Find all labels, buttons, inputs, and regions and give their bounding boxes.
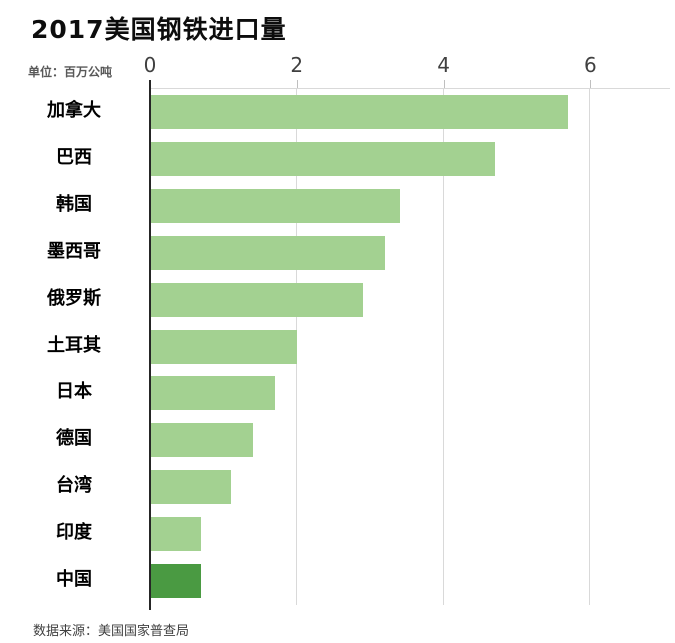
category-label-5: 土耳其 (47, 334, 101, 356)
x-tick-label-6: 6 (584, 53, 597, 77)
bar-6 (150, 376, 275, 411)
bar-3 (150, 235, 385, 270)
x-tick-label-2: 2 (290, 53, 304, 77)
x-tick-label-4: 4 (437, 53, 450, 77)
category-label-0: 加拿大 (47, 100, 101, 121)
bar-5 (150, 329, 297, 364)
category-label-1: 巴西 (56, 146, 92, 168)
category-label-6: 日本 (56, 381, 92, 403)
x-axis-tick-6 (590, 80, 592, 89)
bar-8 (150, 470, 231, 505)
category-label-9: 印度 (56, 522, 92, 544)
category-label-4: 俄罗斯 (47, 287, 101, 309)
bar-10 (150, 564, 202, 598)
gridline-6 (589, 89, 591, 605)
bar-1 (150, 141, 495, 176)
x-axis-tick-4 (443, 80, 445, 89)
source-label: 数据来源：美国国家普查局 (33, 624, 190, 639)
y-axis-line (149, 80, 151, 610)
unit-label: 单位：百万公吨 (28, 65, 113, 79)
x-axis-tick-2 (296, 80, 298, 89)
x-tick-label-0: 0 (143, 53, 157, 77)
plot-area (149, 88, 670, 605)
category-label-8: 台湾 (56, 475, 92, 497)
category-label-7: 德国 (56, 428, 92, 450)
bar-4 (150, 282, 363, 317)
category-label-2: 韩国 (56, 193, 92, 215)
gridline-4 (442, 89, 444, 605)
chart-title: 2017美国钢铁进口量 (31, 15, 287, 44)
bar-0 (150, 95, 569, 129)
bar-2 (150, 188, 400, 223)
category-label-3: 墨西哥 (47, 240, 101, 262)
bar-9 (150, 517, 202, 552)
bar-7 (150, 423, 253, 458)
category-label-10: 中国 (56, 569, 92, 590)
